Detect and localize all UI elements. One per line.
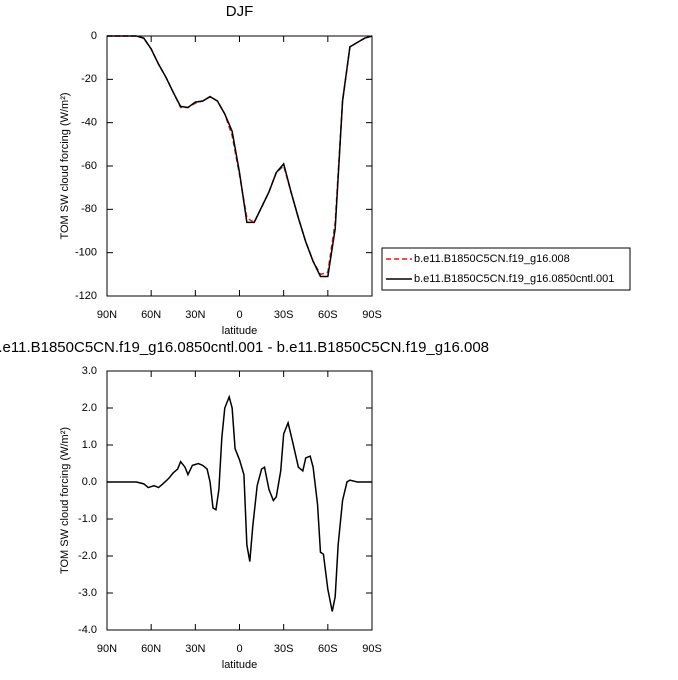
data-line <box>107 35 373 278</box>
x-tick-label: 30S <box>274 309 294 321</box>
x-tick-label: 0 <box>236 643 242 655</box>
x-tick-label: 60N <box>141 643 161 655</box>
y-tick-label: -100 <box>75 247 97 259</box>
y-tick-label: -80 <box>81 203 97 215</box>
x-tick-label: 30S <box>274 643 294 655</box>
y-tick-label: -1.0 <box>78 513 97 525</box>
y-tick-label: -40 <box>81 117 97 129</box>
legend-box <box>381 247 631 291</box>
y-tick-label: -4.0 <box>78 624 97 636</box>
chart-title: DJF <box>226 3 254 20</box>
y-tick-label: -2.0 <box>78 550 97 562</box>
plot-frame <box>106 370 373 631</box>
x-tick-label: 90N <box>97 643 117 655</box>
y-tick-label: 1.0 <box>82 439 97 451</box>
y-tick-label: -120 <box>75 290 97 302</box>
y-tick-label: 2.0 <box>82 402 97 414</box>
y-axis-label: TOM SW cloud forcing (W/m²) <box>59 92 71 239</box>
data-line <box>107 394 372 612</box>
x-tick-label: 60N <box>141 309 161 321</box>
legend-label: b.e11.B1850C5CN.f19_g16.0850cntl.001 <box>414 273 614 285</box>
y-tick-label: 0.0 <box>82 476 97 488</box>
x-tick-label: 60S <box>318 309 338 321</box>
x-tick-label: 30N <box>185 643 205 655</box>
plot-frame <box>106 35 373 297</box>
x-tick-label: 30N <box>185 309 205 321</box>
x-tick-label: 90S <box>362 309 382 321</box>
y-tick-label: -20 <box>81 73 97 85</box>
y-tick-label: -60 <box>81 160 97 172</box>
y-tick-label: -3.0 <box>78 587 97 599</box>
x-tick-label: 90N <box>97 309 117 321</box>
x-tick-label: 90S <box>362 643 382 655</box>
x-axis-label: latitude <box>222 325 257 337</box>
chart-title: b.e11.B1850C5CN.f19_g16.0850cntl.001 - b… <box>0 339 489 356</box>
y-tick-label: 3.0 <box>82 365 97 377</box>
x-axis-label: latitude <box>222 659 257 671</box>
x-tick-label: 60S <box>318 643 338 655</box>
legend-label: b.e11.B1850C5CN.f19_g16.008 <box>414 253 570 265</box>
x-tick-label: 0 <box>236 309 242 321</box>
data-line <box>107 35 373 276</box>
y-tick-label: 0 <box>91 30 97 42</box>
y-axis-label: TOM SW cloud forcing (W/m²) <box>59 427 71 574</box>
